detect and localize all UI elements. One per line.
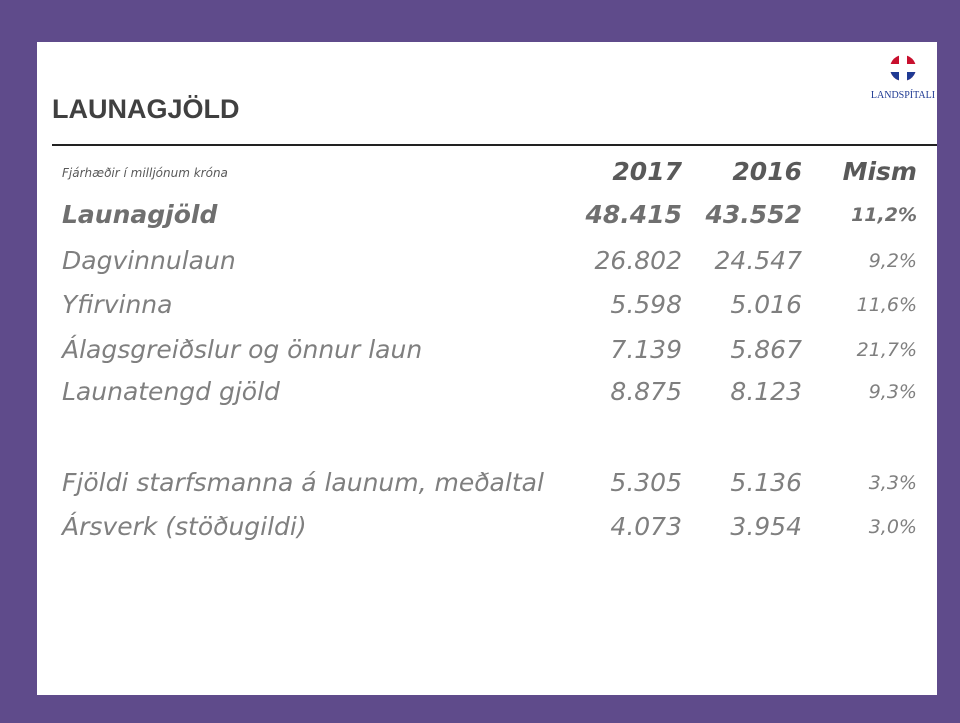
row-label: Dagvinnulaun bbox=[62, 246, 236, 275]
value-cell: 5.016 bbox=[730, 290, 802, 319]
logo-text: LANDSPÍTALI bbox=[871, 89, 935, 101]
header-rule bbox=[52, 144, 937, 146]
row-label: Launatengd gjöld bbox=[62, 377, 280, 406]
value-cell: 4.073 bbox=[610, 512, 682, 541]
units-note: Fjárhæðir í milljónum króna bbox=[62, 166, 228, 180]
change-cell: 9,2% bbox=[868, 250, 917, 272]
column-header: Mism bbox=[842, 157, 917, 186]
value-cell: 26.802 bbox=[594, 246, 682, 275]
title: LAUNAGJÖLD bbox=[52, 94, 240, 124]
value-cell: 5.136 bbox=[730, 468, 802, 497]
change-cell: 21,7% bbox=[856, 339, 917, 361]
value-cell: 24.547 bbox=[714, 246, 802, 275]
change-cell: 9,3% bbox=[868, 381, 917, 403]
value-cell: 5.867 bbox=[730, 335, 802, 364]
value-cell: 5.598 bbox=[610, 290, 682, 319]
change-cell: 11,2% bbox=[851, 204, 917, 226]
value-cell: 43.552 bbox=[705, 200, 802, 229]
column-header: 2017 bbox=[612, 157, 682, 186]
row-label: Álagsgreiðslur og önnur laun bbox=[62, 335, 423, 364]
panel: LAUNAGJÖLD LANDSPÍTALI Fjárhæðir í millj… bbox=[37, 42, 937, 695]
row-label: Fjöldi starfsmanna á launum, meðaltal bbox=[62, 468, 544, 497]
value-cell: 3.954 bbox=[730, 512, 802, 541]
value-cell: 48.415 bbox=[585, 200, 682, 229]
value-cell: 8.123 bbox=[730, 377, 802, 406]
change-cell: 3,0% bbox=[868, 516, 917, 538]
logo: LANDSPÍTALI bbox=[871, 55, 935, 101]
value-cell: 7.139 bbox=[610, 335, 682, 364]
value-cell: 5.305 bbox=[610, 468, 682, 497]
change-cell: 3,3% bbox=[868, 472, 917, 494]
row-label: Launagjöld bbox=[62, 200, 218, 229]
logo-cross-h bbox=[890, 64, 916, 72]
row-label: Yfirvinna bbox=[62, 290, 173, 319]
value-cell: 8.875 bbox=[610, 377, 682, 406]
change-cell: 11,6% bbox=[856, 294, 917, 316]
row-label: Ársverk (stöðugildi) bbox=[62, 512, 307, 541]
column-header: 2016 bbox=[732, 157, 802, 186]
